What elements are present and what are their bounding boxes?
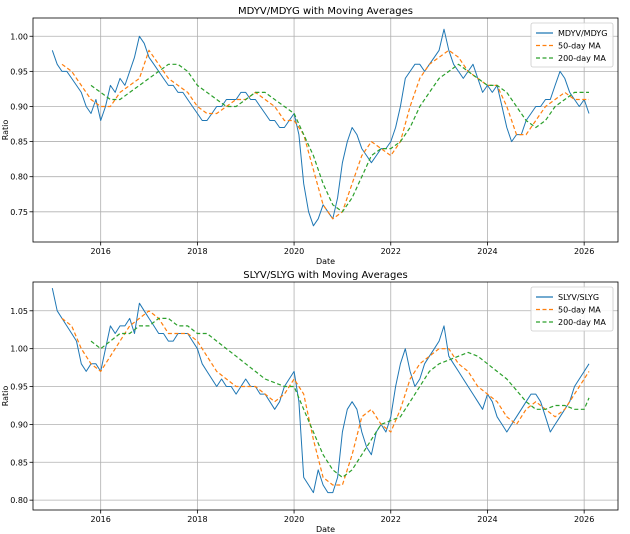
chart-1-title: MDYV/MDYG with Moving Averages [238,6,413,17]
chart-2-xlabel: Date [316,525,335,534]
chart-2: SLYV/SLYG with Moving Averages 2016 2018 20… [1,270,619,534]
chart-2-xtick-label-2026: 2026 [574,515,594,524]
chart-1-legend-box [530,22,614,68]
chart-1-ytick-label-1: 0.80 [10,173,28,182]
chart-2-xtick-label-2020: 2020 [284,515,304,524]
chart-1-xtick-label-2020: 2020 [284,247,304,256]
chart-1-xtick-label-2016: 2016 [91,247,111,256]
chart-1-series-2-line [61,49,589,220]
chart-2-ytick-label-4: 1.00 [10,345,28,354]
chart-2-title: SLYV/SLYG with Moving Averages [243,270,408,281]
chart-1-ytick-label-4: 0.95 [10,67,28,76]
chart-1-xtick-label-2018: 2018 [187,247,207,256]
chart-2-series-1-line [51,287,590,494]
chart-2-series-3-line [90,317,590,478]
chart-2-axes-frame [32,281,619,511]
chart-1-axes-frame [32,17,619,243]
chart-2-legend: SLYV/SLYG 50-day MA 200-day MA [530,286,614,332]
chart-1-xtick-label-2026: 2026 [574,247,594,256]
chart-2-xtick-label-2018: 2018 [187,515,207,524]
chart-1-ytick-label-0: 0.75 [10,208,28,217]
chart-1-ytick-label-2: 0.85 [10,138,28,147]
chart-2-xtick-label-2016: 2016 [91,515,111,524]
chart-2-ytick-label-3: 0.95 [10,383,28,392]
chart-2-ytick-label-5: 1.05 [10,307,28,316]
chart-2-ylabel: Ratio [1,386,10,407]
chart-1-legend-label-2: 50-day MA [558,42,601,51]
chart-1-ylabel: Ratio [1,120,10,141]
chart-2-legend-label-2: 50-day MA [558,306,601,315]
chart-1: MDYV/MDYG with Moving Averages 2016 2018 20… [1,6,619,266]
chart-2-xtick-label-2024: 2024 [477,515,497,524]
chart-2-ytick-label-0: 0.80 [10,496,28,505]
chart-1-xtick-label-2024: 2024 [477,247,497,256]
chart-2-legend-box [530,286,614,332]
chart-2-legend-label-3: 200-day MA [558,318,606,327]
chart-1-ytick-label-5: 1.00 [10,32,28,41]
chart-1-legend: MDYV/MDYG 50-day MA 200-day MA [530,22,614,68]
chart-1-xlabel: Date [316,257,335,266]
chart-1-legend-label-3: 200-day MA [558,54,606,63]
chart-1-xtick-label-2022: 2022 [381,247,401,256]
chart-1-series-1-line [51,28,590,227]
chart-2-xtick-label-2022: 2022 [381,515,401,524]
chart-2-series-2-line [61,310,590,486]
chart-2-ytick-label-2: 0.90 [10,420,28,429]
chart-2-ytick-label-1: 0.85 [10,458,28,467]
chart-1-ytick-label-3: 0.90 [10,102,28,111]
chart-1-legend-label-1: MDYV/MDYG [558,29,607,38]
chart-1-series-3-line [90,63,589,213]
chart-2-legend-label-1: SLYV/SLYG [558,293,599,302]
